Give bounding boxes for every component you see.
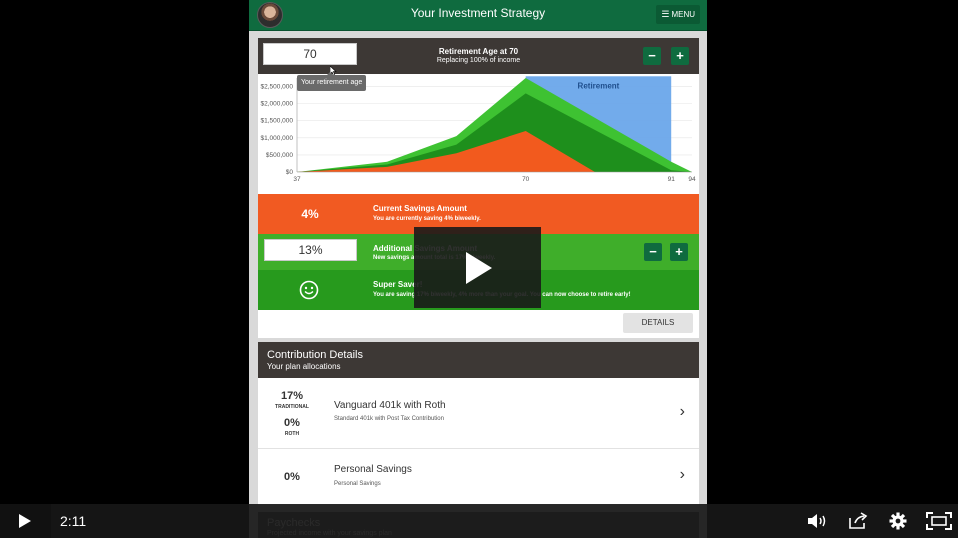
- roth-label: ROTH: [284, 431, 300, 437]
- app-header: Your Investment Strategy ☰ MENU: [249, 0, 707, 31]
- volume-icon[interactable]: [806, 512, 828, 530]
- video-controls: 2:11: [0, 504, 958, 538]
- details-row: DETAILS: [258, 310, 699, 338]
- retirement-age-subtitle: Replacing 100% of income: [436, 57, 521, 64]
- page-title: Your Investment Strategy: [410, 6, 546, 20]
- chart-y-tick-label: $2,500,000: [260, 84, 293, 91]
- chart-y-tick-label: $2,000,000: [260, 101, 293, 108]
- age-increase-button[interactable]: +: [671, 47, 689, 65]
- contribution-title: Contribution Details: [267, 349, 363, 361]
- retirement-age-title: Retirement Age at 70: [438, 47, 519, 56]
- share-icon[interactable]: [847, 512, 869, 530]
- play-icon: [466, 252, 492, 284]
- chart-y-tick-label: $1,000,000: [260, 135, 293, 142]
- plan-name: Personal Savings: [334, 464, 412, 475]
- chart-x-tick-label: 94: [688, 176, 696, 183]
- age-header: 70 Retirement Age at 70 Replacing 100% o…: [258, 38, 699, 76]
- fullscreen-icon[interactable]: [926, 512, 952, 530]
- smiley-icon: [299, 280, 319, 300]
- big-play-button[interactable]: [414, 227, 541, 308]
- savings-increase-button[interactable]: +: [670, 243, 688, 261]
- plan-row-personal-savings[interactable]: 0% Personal Savings Personal Savings ›: [258, 450, 699, 505]
- age-decrease-button[interactable]: −: [643, 47, 661, 65]
- chart-x-tick-label: 37: [293, 176, 301, 183]
- avatar[interactable]: [257, 2, 283, 28]
- menu-button[interactable]: ☰ MENU: [656, 5, 700, 24]
- chart-y-tick-label: $1,500,000: [260, 118, 293, 125]
- settings-gear-icon[interactable]: [887, 512, 909, 530]
- plan-description: Personal Savings: [334, 481, 381, 487]
- current-savings-title: Current Savings Amount: [373, 204, 467, 213]
- retirement-chart: $2,500,000 $2,000,000 $1,500,000 $1,000,000…: [260, 76, 696, 183]
- current-savings-subtitle: You are currently saving 4% biweekly.: [373, 216, 481, 222]
- plan-row-vanguard[interactable]: 17% TRADITIONAL 0% ROTH Vanguard 401k wi…: [258, 379, 699, 449]
- retirement-age-input[interactable]: 70: [263, 43, 357, 65]
- savings-decrease-button[interactable]: −: [644, 243, 662, 261]
- plan-name: Vanguard 401k with Roth: [334, 400, 446, 411]
- contribution-card: Contribution Details Your plan allocatio…: [258, 342, 699, 505]
- additional-savings-input[interactable]: 13%: [264, 239, 357, 261]
- traditional-pct: 17%: [280, 390, 304, 402]
- plan-description: Standard 401k with Post Tax Contribution: [334, 416, 444, 422]
- traditional-label: TRADITIONAL: [275, 404, 309, 410]
- hamburger-icon: ☰: [661, 9, 670, 19]
- contribution-header: Contribution Details Your plan allocatio…: [258, 342, 699, 378]
- details-button[interactable]: DETAILS: [623, 313, 693, 333]
- chart-x-tick-label: 91: [668, 176, 676, 183]
- personal-savings-pct: 0%: [284, 471, 300, 483]
- menu-label: MENU: [671, 10, 695, 19]
- roth-pct: 0%: [284, 417, 300, 429]
- play-icon: [19, 514, 31, 528]
- chart-area-series-3: [297, 130, 595, 172]
- chart-y-tick-label: $500,000: [266, 152, 293, 159]
- retirement-age-tooltip: Your retirement age: [297, 72, 367, 91]
- chevron-right-icon: ›: [679, 466, 685, 483]
- chart-annotation: Retirement: [578, 81, 620, 90]
- chevron-right-icon: ›: [679, 403, 685, 420]
- chart-area-series-2: [297, 93, 692, 172]
- play-button[interactable]: [0, 504, 51, 538]
- contribution-subtitle: Your plan allocations: [267, 362, 341, 371]
- chart-x-tick-label: 70: [522, 176, 530, 183]
- current-savings-pct: 4%: [301, 207, 319, 221]
- time-display: 2:11: [60, 513, 87, 529]
- super-saver-title: Super Saver!: [373, 280, 423, 289]
- chart-y-tick-label: $0: [286, 169, 294, 176]
